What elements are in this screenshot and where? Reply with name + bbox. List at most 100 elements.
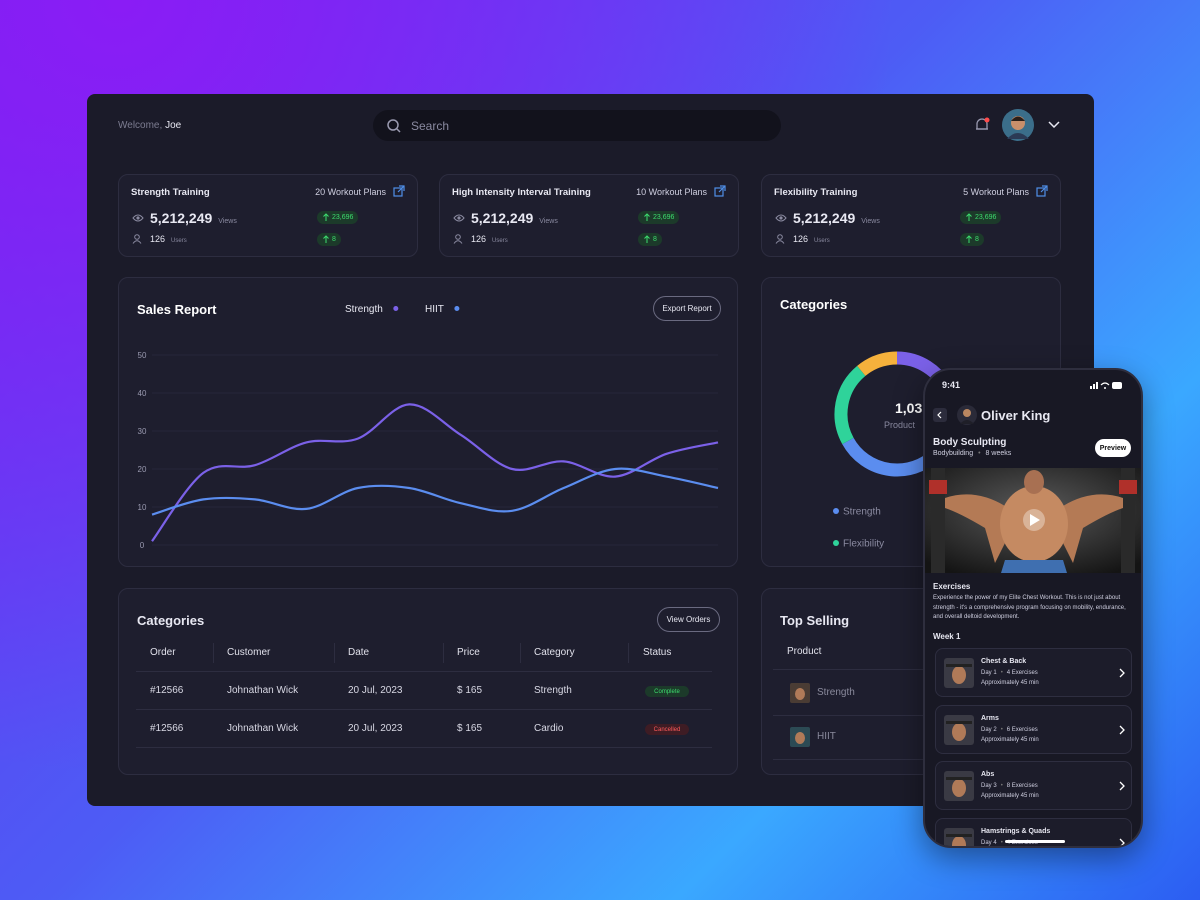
workout-time: Approximately 45 min xyxy=(981,736,1039,743)
workout-item[interactable]: Abs Day 3 • 8 Exercises Approximately 45 min xyxy=(935,761,1132,810)
user-icon xyxy=(132,234,142,244)
product-thumb xyxy=(790,683,810,703)
workout-title: Hamstrings & Quads xyxy=(981,827,1051,835)
workout-count: 8 Exercises xyxy=(1006,783,1038,789)
search-bar[interactable]: Search xyxy=(373,110,781,141)
users: 126 Users xyxy=(793,234,830,244)
dot-separator: • xyxy=(1000,783,1003,789)
stat-title: Flexibility Training xyxy=(774,187,858,198)
views-label: Views xyxy=(539,218,558,225)
orders-title: Categories xyxy=(137,613,205,628)
dot-separator: • xyxy=(1000,726,1003,733)
program-duration: 8 weeks xyxy=(985,450,1012,457)
workout-plans: 10 Workout Plans xyxy=(636,187,707,197)
table-cell: 20 Jul, 2023 xyxy=(348,685,403,696)
back-button[interactable] xyxy=(933,408,947,422)
sales-card xyxy=(118,277,738,567)
workout-title: Chest & Back xyxy=(981,658,1027,665)
workout-count: 6 Exercises xyxy=(1006,726,1038,733)
stat-card: Flexibility Training 5 Workout Plans 5,212… xyxy=(761,174,1061,257)
workout-thumb xyxy=(944,827,974,846)
views-label: Views xyxy=(861,218,880,225)
program-description: Experience the power of my Elite Chest W… xyxy=(933,595,1126,620)
workout-thumb xyxy=(944,771,974,801)
divider xyxy=(773,669,1053,670)
up-arrow xyxy=(966,235,972,243)
welcome-text: Welcome, xyxy=(118,120,163,131)
users: 126 Users xyxy=(471,234,508,244)
views-value: 5,212,249 xyxy=(793,210,856,226)
divider xyxy=(136,747,712,748)
workout-thumb xyxy=(944,658,974,688)
workout-meta: Day 2 • 6 Exercises xyxy=(981,727,1038,733)
up-arrow xyxy=(644,213,650,221)
trainer-avatar xyxy=(957,405,977,425)
workout-item[interactable]: Arms Day 2 • 6 Exercises Approximately 45 mi… xyxy=(935,704,1132,754)
stat-title: High Intensity Interval Training xyxy=(452,187,591,198)
dot-separator: • xyxy=(1000,839,1003,846)
table-cell: 20 Jul, 2023 xyxy=(348,723,403,734)
chevron xyxy=(1119,781,1125,791)
view-orders-button[interactable]: View Orders xyxy=(657,607,720,632)
trainer-name: Oliver King xyxy=(981,408,1051,423)
change-value: 23,696 xyxy=(975,214,997,221)
users-label: Users xyxy=(171,238,187,244)
user-icon xyxy=(453,234,463,244)
status-time: 9:41 xyxy=(942,380,961,390)
workout-meta: Day 3 • 8 Exercises xyxy=(981,783,1038,789)
preview-button[interactable]: Preview xyxy=(1095,439,1131,457)
users-value: 126 xyxy=(793,234,809,244)
change-pill: 8 xyxy=(638,233,662,246)
top-selling-title: Top Selling xyxy=(780,613,850,628)
workout-title: Arms xyxy=(981,714,999,722)
column-header: Status xyxy=(643,647,672,658)
home-indicator xyxy=(1005,840,1065,843)
workout-plans: 20 Workout Plans xyxy=(315,187,386,197)
change-value: 8 xyxy=(332,236,336,243)
status-badge: Complete xyxy=(645,686,689,697)
search-icon xyxy=(387,118,401,133)
user-name: Joe xyxy=(165,120,182,131)
change-value: 23,696 xyxy=(653,214,675,221)
column-separator xyxy=(520,643,521,663)
table-cell: Johnathan Wick xyxy=(227,723,299,734)
status-badge: Cancelled xyxy=(645,724,689,735)
workout-time: Approximately 45 min xyxy=(981,680,1039,686)
export-button[interactable]: Export Report xyxy=(653,296,721,321)
up-arrow xyxy=(323,213,329,221)
users: 126 Users xyxy=(150,234,187,244)
change-value: 23,696 xyxy=(332,214,354,221)
dot-separator: • xyxy=(1000,670,1003,676)
change-pill: 23,696 xyxy=(638,211,680,224)
change-pill: 8 xyxy=(317,233,341,246)
welcome: Welcome, Joe xyxy=(118,120,181,131)
phone-mockup: 9:41 Oliver King Body Sculpting Bodybuil… xyxy=(923,368,1143,848)
users-label: Users xyxy=(492,238,508,244)
change-value: 8 xyxy=(975,236,979,243)
avatar[interactable] xyxy=(1002,109,1034,141)
bell-icon[interactable] xyxy=(974,116,990,134)
product-name: Strength xyxy=(817,687,855,698)
views-label: Views xyxy=(218,218,237,225)
program-video[interactable] xyxy=(925,468,1143,573)
change-value: 8 xyxy=(653,236,657,243)
column-header: Date xyxy=(348,647,370,658)
workout-plans: 5 Workout Plans xyxy=(963,187,1029,197)
divider xyxy=(136,671,712,672)
program-title: Body Sculpting xyxy=(933,437,1007,448)
views: 5,212,249 Views xyxy=(471,210,558,226)
column-separator xyxy=(443,643,444,663)
external-link-icon xyxy=(393,185,405,197)
workout-item[interactable]: Chest & Back Day 1 • 4 Exercises Approximate… xyxy=(935,648,1132,697)
eye-icon xyxy=(453,214,465,222)
views-value: 5,212,249 xyxy=(471,210,534,226)
column-separator xyxy=(334,643,335,663)
column-separator xyxy=(213,643,214,663)
chevron xyxy=(1119,725,1125,734)
menu-chevron[interactable] xyxy=(1048,120,1060,130)
stat-title: Strength Training xyxy=(131,187,210,198)
section-title: Exercises xyxy=(933,582,971,591)
column-header: Price xyxy=(457,647,480,658)
